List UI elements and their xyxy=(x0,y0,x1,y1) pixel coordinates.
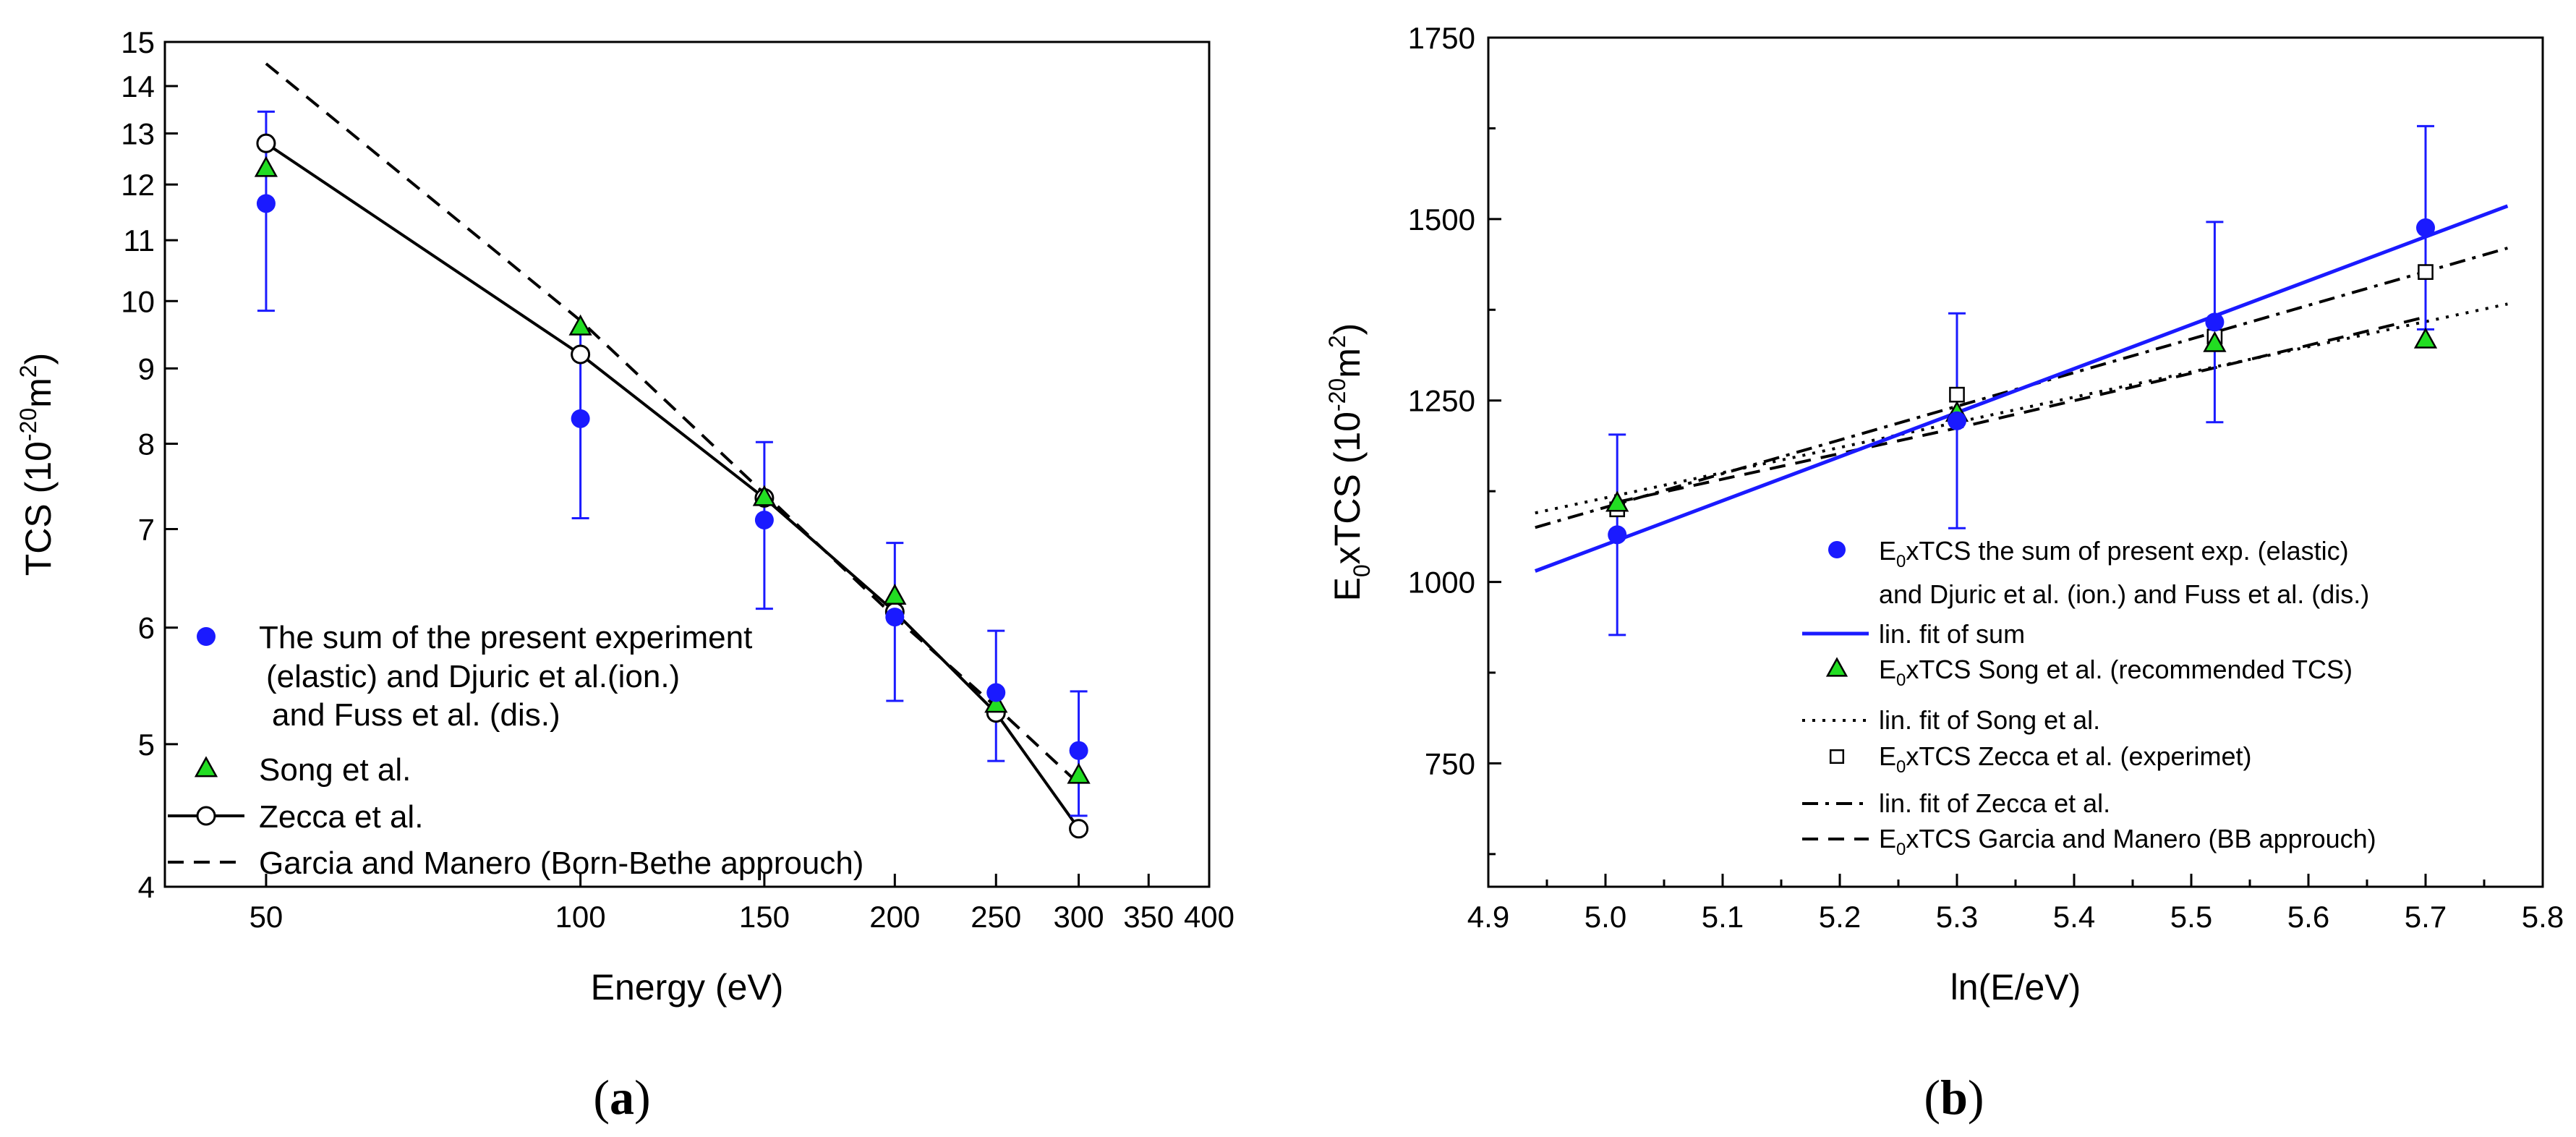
y-tick-label: 4 xyxy=(138,870,155,904)
legend-sum-text: The sum of the present experiment xyxy=(259,620,752,655)
song-point xyxy=(984,691,1008,713)
song-fit-line xyxy=(1535,302,2508,515)
legend-song-marker xyxy=(1825,657,1848,677)
x-tick-label: 5.5 xyxy=(2170,900,2212,934)
x-tick-label: 5.0 xyxy=(1585,900,1626,934)
sum-point xyxy=(1608,525,1627,545)
x-tick-label: 5.2 xyxy=(1819,900,1861,934)
y-tick-label: 14 xyxy=(121,69,155,103)
x-axis-label: ln(E/eV) xyxy=(1950,967,2081,1008)
legend-garcia-text: Garcia and Manero (Born-Bethe approuch) xyxy=(259,846,863,881)
zecca-point xyxy=(2418,264,2434,280)
legend-zecca-fit-text: lin. fit of Zecca et al. xyxy=(1879,788,2110,818)
song-point xyxy=(752,485,777,506)
panel-label-a: (a) xyxy=(593,1070,650,1125)
x-tick-label: 5.8 xyxy=(2522,900,2564,934)
y-tick-label: 1750 xyxy=(1408,21,1475,55)
legend-garcia-text: E0xTCS Garcia and Manero (BB approuch) xyxy=(1879,824,2376,859)
legend-zecca-text: Zecca et al. xyxy=(259,799,423,835)
legend-sum-text: (elastic) and Djuric et al.(ion.) xyxy=(266,659,680,694)
sum-point xyxy=(256,194,276,213)
y-tick-label: 1250 xyxy=(1408,384,1475,418)
legend: E0xTCS the sum of present exp. (elastic)… xyxy=(1802,536,2376,859)
song-point xyxy=(2203,331,2227,352)
x-tick-label: 5.4 xyxy=(2053,900,2095,934)
y-tick-label: 1500 xyxy=(1408,203,1475,237)
legend-zecca-text: E0xTCS Zecca et al. (experimet) xyxy=(1879,741,2252,777)
legend-song-marker xyxy=(194,756,218,778)
x-tick-label: 5.6 xyxy=(2287,900,2329,934)
x-tick-label: 400 xyxy=(1184,900,1234,934)
zecca-point xyxy=(1949,386,1965,403)
song-point xyxy=(1067,762,1091,784)
y-tick-label: 11 xyxy=(123,223,155,257)
panel-b: 750 1000 1250 1500 1750 4.9 5.0 5.1 5.2 5.3 5.4 5.5… xyxy=(1324,21,2564,1125)
sum-point xyxy=(2205,312,2225,332)
y-tick-label: 15 xyxy=(121,25,155,59)
y-tick-label: 7 xyxy=(138,512,155,546)
y-tick-label: 1000 xyxy=(1408,566,1475,600)
legend-song-fit-text: lin. fit of Song et al. xyxy=(1879,705,2100,735)
sum-point xyxy=(2416,218,2435,237)
panel-a: 4 5 6 7 8 9 10 11 12 13 14 15 50 100 150 200 250 300 350 40… xyxy=(15,25,1234,1125)
x-axis-label: Energy (eV) xyxy=(591,967,784,1008)
x-tick-label: 5.1 xyxy=(1702,900,1744,934)
legend-song-text: Song et al. xyxy=(259,752,411,788)
zecca-line xyxy=(265,142,1080,830)
y-tick-label: 13 xyxy=(121,116,155,150)
y-axis-label: E0xTCS (10-20m2) xyxy=(1324,323,1375,602)
zecca-point xyxy=(571,344,591,365)
song-point xyxy=(254,156,278,177)
garcia-line xyxy=(1616,315,2426,504)
sum-point xyxy=(1069,741,1088,760)
sum-point xyxy=(754,510,774,529)
sum-point xyxy=(1948,411,1966,430)
legend-song-text: E0xTCS Song et al. (recommended TCS) xyxy=(1879,655,2353,690)
legend-sum-text: and Djuric et al. (ion.) and Fuss et al.… xyxy=(1879,579,2369,609)
song-point xyxy=(568,314,592,336)
y-tick-label: 9 xyxy=(138,352,155,386)
x-tick-label: 150 xyxy=(739,900,790,934)
sum-point xyxy=(885,608,905,627)
x-tick-label: 200 xyxy=(869,900,920,934)
x-tick-label: 4.9 xyxy=(1467,900,1509,934)
x-tick-label: 50 xyxy=(250,900,283,934)
y-tick-label: 12 xyxy=(121,168,155,202)
sum-point xyxy=(571,409,590,428)
legend-sum-fit-text: lin. fit of sum xyxy=(1879,619,2025,649)
x-tick-label: 350 xyxy=(1123,900,1174,934)
zecca-point xyxy=(1069,819,1089,839)
zecca-point xyxy=(256,133,276,153)
x-tick-label: 5.7 xyxy=(2405,900,2447,934)
y-tick-label: 5 xyxy=(138,728,155,762)
plot-frame xyxy=(163,41,1211,888)
y-tick-label: 8 xyxy=(138,427,155,461)
legend-sum-text: and Fuss et al. (dis.) xyxy=(272,697,560,733)
garcia-line xyxy=(265,62,1080,785)
y-axis-label: TCS (10-20m2) xyxy=(15,353,59,576)
sum-fit-line xyxy=(1534,204,2509,573)
song-point xyxy=(2413,327,2438,349)
legend-zecca-marker xyxy=(1829,749,1845,765)
panel-label-b: (b) xyxy=(1924,1070,1984,1125)
song-point xyxy=(883,583,907,605)
y-tick-label: 750 xyxy=(1425,746,1475,780)
x-tick-label: 250 xyxy=(971,900,1021,934)
legend-sum-text: E0xTCS the sum of present exp. (elastic) xyxy=(1879,536,2349,571)
y-tick-label: 6 xyxy=(138,611,155,645)
legend-sum-marker xyxy=(1828,541,1846,558)
song-point xyxy=(1605,490,1629,512)
sum-point xyxy=(986,683,1006,702)
y-tick-label: 10 xyxy=(121,284,155,318)
x-tick-label: 5.3 xyxy=(1936,900,1978,934)
x-tick-label: 300 xyxy=(1054,900,1104,934)
legend-zecca-marker xyxy=(196,806,216,826)
legend-sum-marker xyxy=(197,627,216,646)
legend: The sum of the present experiment (elasti… xyxy=(168,620,863,881)
x-tick-label: 100 xyxy=(555,900,606,934)
